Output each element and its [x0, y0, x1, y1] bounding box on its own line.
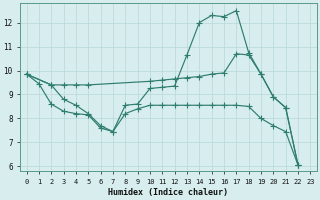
X-axis label: Humidex (Indice chaleur): Humidex (Indice chaleur) [108, 188, 228, 197]
